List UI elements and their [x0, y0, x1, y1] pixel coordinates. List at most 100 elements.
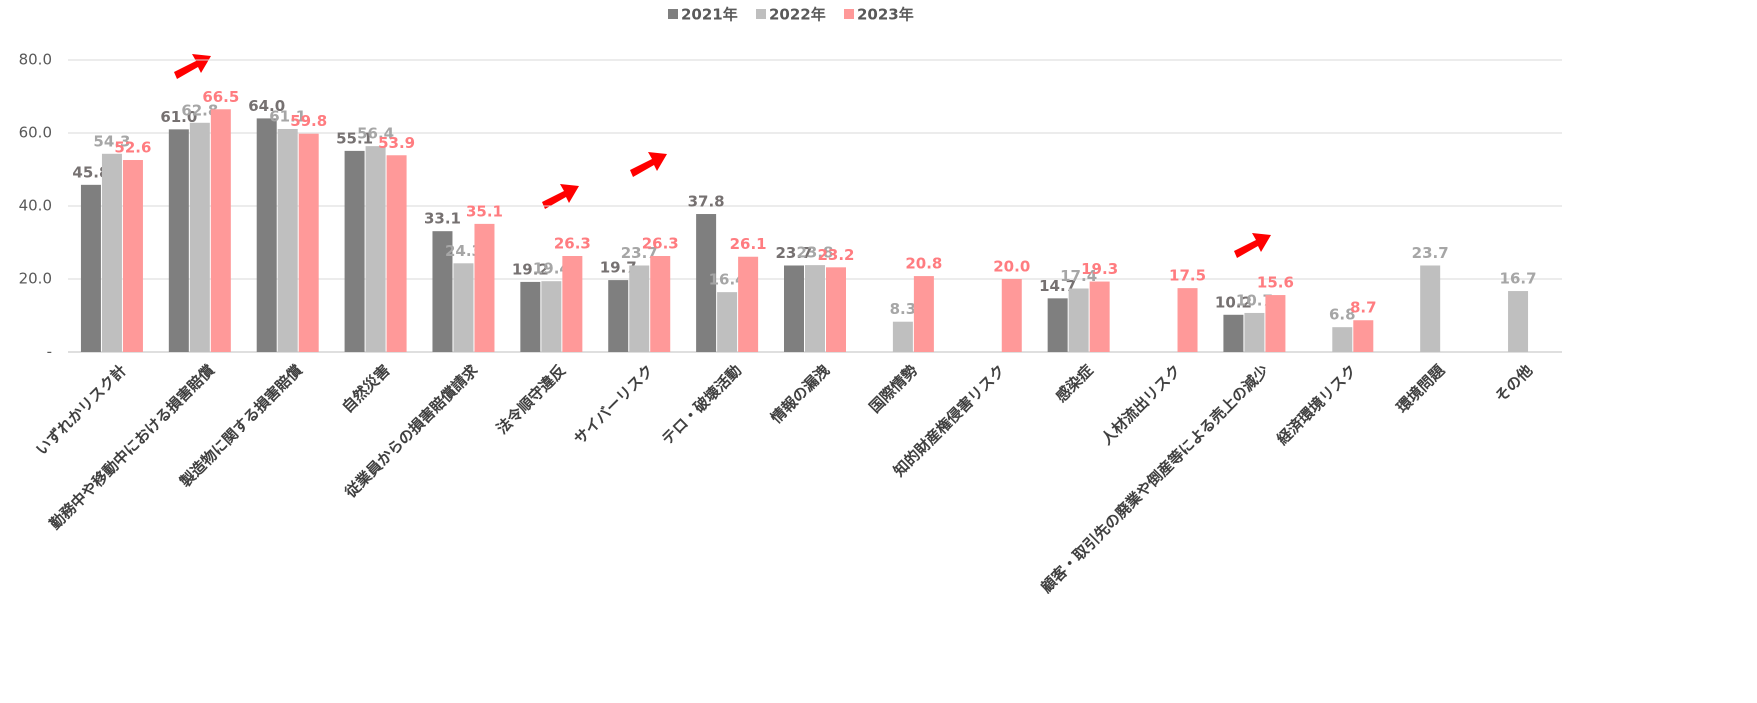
bar	[738, 256, 759, 352]
y-tick-label: 60.0	[19, 124, 52, 142]
value-label: 55.1	[336, 129, 373, 147]
bar	[474, 223, 495, 352]
value-label: 66.5	[202, 88, 239, 106]
legend-label: 2023年	[857, 6, 914, 24]
bar	[432, 231, 453, 352]
value-label: 23.2	[817, 246, 854, 264]
value-label: 61.0	[160, 108, 197, 126]
value-label: 23.7	[1412, 244, 1449, 262]
value-label: 8.7	[1350, 299, 1377, 317]
bar	[562, 256, 583, 352]
bar	[1047, 298, 1068, 352]
bar	[189, 122, 210, 352]
bar	[1068, 288, 1089, 352]
x-tick-label: 国際情勢	[866, 361, 921, 416]
value-label: 19.7	[600, 259, 637, 277]
bar	[1353, 320, 1374, 352]
value-label: 33.1	[424, 210, 461, 228]
bar	[1177, 288, 1198, 352]
bar	[1265, 295, 1286, 352]
bar	[1244, 312, 1265, 352]
x-tick-label: 自然災害	[338, 361, 393, 416]
y-tick-label: 20.0	[19, 270, 52, 288]
bar	[210, 109, 231, 353]
x-tick-label: 法令順守違反	[493, 361, 569, 437]
value-label: 17.5	[1169, 267, 1206, 285]
arrow	[630, 152, 667, 177]
bar	[122, 160, 143, 352]
x-tick-label: 経済環境リスク	[1273, 361, 1360, 448]
x-tick-label: 環境問題	[1393, 361, 1449, 417]
arrow	[1234, 233, 1271, 258]
x-tick-label: 情報の漏洩	[767, 361, 833, 427]
value-label: 56.4	[357, 125, 394, 143]
value-label: 8.3	[890, 300, 917, 318]
value-label: 59.8	[290, 112, 327, 130]
legend-swatch	[756, 9, 766, 19]
bar	[608, 280, 629, 352]
bar	[805, 265, 825, 352]
bar	[1001, 279, 1022, 352]
bar	[298, 133, 319, 352]
bar	[453, 263, 474, 352]
bar	[826, 267, 846, 352]
legend-label: 2022年	[769, 6, 826, 24]
value-label: 37.8	[688, 193, 725, 211]
bar	[1332, 327, 1353, 352]
bar	[717, 292, 738, 352]
bar	[365, 146, 386, 352]
bar	[541, 281, 562, 352]
value-label: 23.7	[621, 244, 658, 262]
x-tick-label: テロ・破壊活動	[658, 361, 745, 448]
x-tick-label: 人材流出リスク	[1098, 361, 1185, 448]
arrows	[174, 54, 1271, 258]
x-tick-label: 感染症	[1052, 361, 1097, 406]
legend-label: 2021年	[681, 6, 738, 24]
bar	[1420, 265, 1441, 352]
value-label: 19.2	[512, 260, 549, 278]
value-label: 10.2	[1215, 293, 1252, 311]
value-label: 61.1	[269, 107, 306, 125]
bar	[650, 256, 671, 352]
x-tick-label: その他	[1492, 361, 1537, 406]
bar	[629, 265, 650, 352]
value-label: 64.0	[248, 97, 285, 115]
value-label: 52.6	[114, 139, 151, 157]
bar	[168, 129, 189, 352]
value-label: 20.8	[905, 255, 942, 273]
value-label: 10.7	[1236, 291, 1273, 309]
x-tick-label: いずれかリスク計	[32, 361, 130, 459]
value-label: 15.6	[1257, 274, 1294, 292]
bar	[784, 265, 804, 352]
value-label: 35.1	[466, 202, 503, 220]
value-label: 19.3	[1081, 260, 1118, 278]
value-label: 16.7	[1500, 270, 1537, 288]
bar	[892, 321, 913, 352]
value-label: 20.0	[993, 258, 1030, 276]
value-label: 53.9	[378, 134, 415, 152]
value-label: 26.1	[730, 235, 767, 253]
value-label: 6.8	[1329, 306, 1356, 324]
bar	[520, 281, 541, 352]
bar	[386, 155, 407, 352]
value-label: 19.4	[533, 260, 570, 278]
legend-swatch	[668, 9, 678, 19]
bar	[344, 150, 365, 352]
value-label: 62.8	[181, 101, 218, 119]
value-label: 16.4	[709, 271, 746, 289]
bar	[256, 118, 277, 353]
value-label: 26.3	[642, 235, 679, 253]
bar	[80, 184, 101, 352]
value-label: 14.7	[1039, 277, 1076, 295]
y-tick-label: -	[47, 343, 52, 361]
y-tick-label: 80.0	[19, 51, 52, 69]
arrow	[542, 184, 579, 209]
bar	[101, 153, 122, 352]
bar	[696, 214, 717, 352]
x-tick-label: 勤務中や移動中における損害賠償	[46, 361, 219, 534]
bar	[277, 128, 298, 352]
arrow	[174, 54, 211, 79]
legend-swatch	[844, 9, 854, 19]
value-label: 45.8	[72, 163, 109, 181]
